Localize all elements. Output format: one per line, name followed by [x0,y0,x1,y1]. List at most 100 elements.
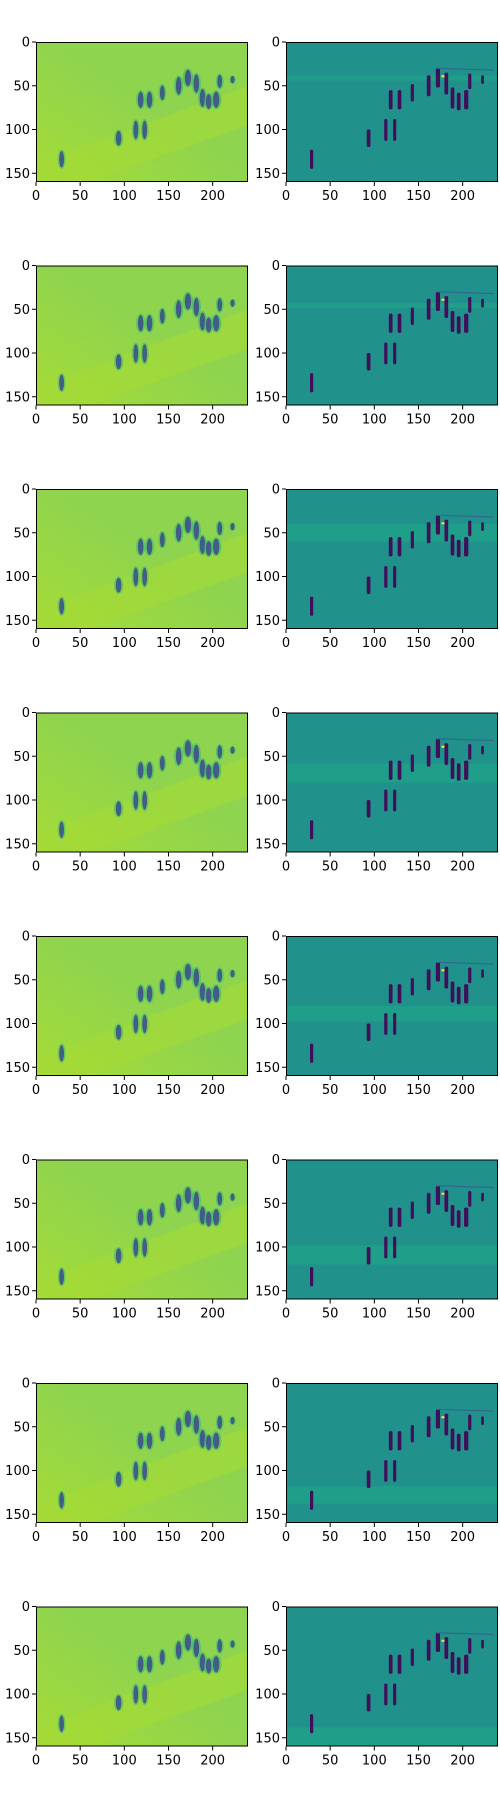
x-tick-label: 150 [156,636,181,651]
axes-frame [36,712,248,853]
y-tick-label: 50 [13,973,30,988]
x-tick-label: 200 [450,636,475,651]
panel-reconstruction-5: 0 50 100 150 200 0 50 100 150 [5,930,248,1098]
image-figure [468,967,472,984]
x-tick-label: 50 [72,1530,89,1545]
image-figure [444,296,449,318]
image-figure [410,1425,414,1443]
image-figure [217,1639,223,1653]
image-figure [456,1433,461,1452]
image-figure [59,598,65,615]
heatmap-image [36,489,248,629]
image-figure [184,1410,192,1427]
image-figure [388,1654,393,1674]
image-figure [366,800,371,818]
y-tick-label: 0 [22,36,30,51]
image-figure [426,745,431,767]
image-figure [456,763,461,781]
image-figure [184,293,192,310]
image-figure [184,69,192,86]
image-figure [205,541,212,556]
image-figure [481,522,484,531]
image-band [286,1006,498,1022]
image-figure [146,762,153,779]
image-figure [384,1683,388,1706]
x-tick-label: 0 [32,1530,40,1545]
image-figure [230,1193,235,1201]
image-figure [199,89,206,107]
image-figure [435,291,441,311]
image-figure [468,520,472,537]
axes-frame [286,1606,498,1747]
image-figure [426,75,431,97]
y-tick-label: 0 [22,706,30,721]
heatmap-image [286,936,498,1076]
image-figure [175,970,182,989]
x-tick-label: 50 [322,860,339,875]
image-figure [456,1210,461,1228]
y-tick-label: 0 [22,1153,30,1168]
image-figure [468,73,472,90]
image-figure [397,1654,402,1674]
image-figure [205,1211,212,1227]
image-figure [384,342,388,365]
image-figure [456,986,461,1005]
image-figure [133,1461,139,1481]
image-figure [444,72,449,95]
image-figure [426,522,431,544]
image-figure [456,1657,461,1675]
image-figure [137,91,144,108]
image-figure [205,988,212,1003]
x-tick-label: 0 [282,1307,290,1322]
image-figure [115,1024,122,1040]
panel-residual-2: 0 50 100 150 200 0 50 100 150 [255,259,498,428]
image-figure [384,1013,388,1035]
image-figure [384,1460,388,1482]
image-figure [310,1267,314,1287]
x-tick-label: 0 [282,1083,290,1098]
image-figure [388,313,393,333]
image-figure [230,746,235,754]
axes-frame [36,42,248,182]
x-tick-label: 100 [362,636,387,651]
y-tick-label: 150 [5,837,30,852]
x-tick-label: 100 [112,413,137,428]
image-figure [444,1190,449,1212]
heatmap-image [36,1159,248,1300]
image-figure [193,297,200,317]
image-figure [388,90,393,110]
image-figure [142,344,148,363]
axes-frame [36,489,248,629]
image-figure [184,1187,192,1204]
image-figure [159,85,165,101]
image-figure [468,1638,472,1654]
image-figure [397,313,402,333]
image-figure [184,516,192,533]
image-figure [133,344,139,363]
y-tick-label: 50 [263,1197,280,1212]
y-tick-label: 50 [263,526,280,541]
heatmap-image [286,1606,498,1747]
x-tick-label: 150 [406,1530,431,1545]
image-figure [435,962,441,982]
image-figure [464,537,469,557]
image-figure [435,515,441,535]
image-figure [384,119,388,141]
x-tick-label: 100 [362,860,387,875]
image-figure [464,1431,469,1451]
image-figure [426,1639,431,1661]
image-figure [464,1654,469,1674]
image-figure [213,315,220,332]
panel-reconstruction-4: 0 50 100 150 200 0 50 100 150 [5,706,248,875]
image-figure [397,1431,402,1451]
y-tick-label: 150 [5,1061,30,1076]
y-tick-label: 100 [5,794,30,809]
heatmap-image [286,1383,498,1523]
image-figure [205,94,212,109]
x-tick-label: 0 [282,1754,290,1769]
image-figure [213,985,220,1002]
image-background [286,1606,498,1747]
image-figure [115,1471,122,1487]
image-figure [133,1014,139,1034]
image-edge [436,1408,494,1412]
